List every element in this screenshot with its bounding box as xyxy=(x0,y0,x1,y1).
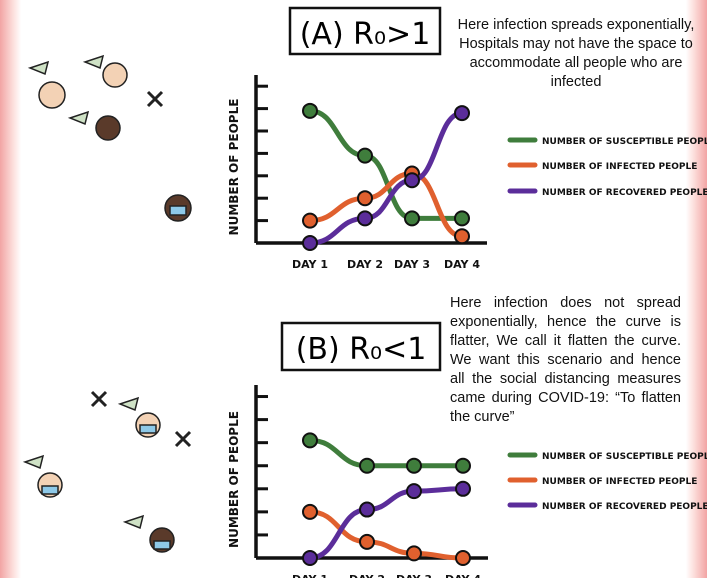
annotation: Here infection spreads exponentially, Ho… xyxy=(448,16,704,92)
data-point xyxy=(405,173,419,187)
x-tick-label: DAY 1 xyxy=(292,573,328,578)
data-point xyxy=(303,505,317,519)
data-point xyxy=(455,211,469,225)
series-line xyxy=(310,440,463,465)
data-point xyxy=(456,551,470,565)
data-point xyxy=(455,106,469,120)
x-tick-label: DAY 2 xyxy=(347,258,383,271)
y-axis-label: NUMBER OF PEOPLE xyxy=(227,411,241,548)
data-point xyxy=(303,104,317,118)
data-point xyxy=(360,535,374,549)
data-point xyxy=(407,459,421,473)
legend-label: NUMBER OF SUSCEPTIBLE PEOPLE xyxy=(542,452,707,462)
annotation: Here infection does not spread exponenti… xyxy=(450,294,681,427)
legend-label: NUMBER OF RECOVERED PEOPLE xyxy=(542,502,707,512)
data-point xyxy=(407,546,421,560)
chart-title: (A) R₀>1 xyxy=(300,17,431,52)
legend-label: NUMBER OF RECOVERED PEOPLE xyxy=(542,188,707,198)
chart-title: (B) R₀<1 xyxy=(296,332,427,367)
legend-label: NUMBER OF INFECTED PEOPLE xyxy=(542,162,697,172)
data-point xyxy=(360,503,374,517)
data-point xyxy=(358,149,372,163)
data-point xyxy=(455,229,469,243)
x-tick-label: DAY 4 xyxy=(445,573,481,578)
illustration xyxy=(25,56,191,552)
legend-label: NUMBER OF INFECTED PEOPLE xyxy=(542,477,697,487)
data-point xyxy=(303,433,317,447)
x-tick-label: DAY 2 xyxy=(349,573,385,578)
data-point xyxy=(407,484,421,498)
data-point xyxy=(358,191,372,205)
series-line xyxy=(310,512,463,558)
data-point xyxy=(303,214,317,228)
data-point xyxy=(456,459,470,473)
page: (A) R₀>1 NUMBER OF PEOPLE DAY 1 DAY 2 DAY 3 D… xyxy=(0,0,707,578)
data-point xyxy=(456,482,470,496)
x-tick-label: DAY 3 xyxy=(394,258,430,271)
data-point xyxy=(303,551,317,565)
data-point xyxy=(303,236,317,250)
legend-label: NUMBER OF SUSCEPTIBLE PEOPLE xyxy=(542,137,707,147)
x-tick-label: DAY 1 xyxy=(292,258,328,271)
data-point xyxy=(358,211,372,225)
x-tick-label: DAY 4 xyxy=(444,258,480,271)
data-point xyxy=(360,459,374,473)
x-tick-label: DAY 3 xyxy=(396,573,432,578)
y-axis-label: NUMBER OF PEOPLE xyxy=(227,99,241,236)
data-point xyxy=(405,211,419,225)
